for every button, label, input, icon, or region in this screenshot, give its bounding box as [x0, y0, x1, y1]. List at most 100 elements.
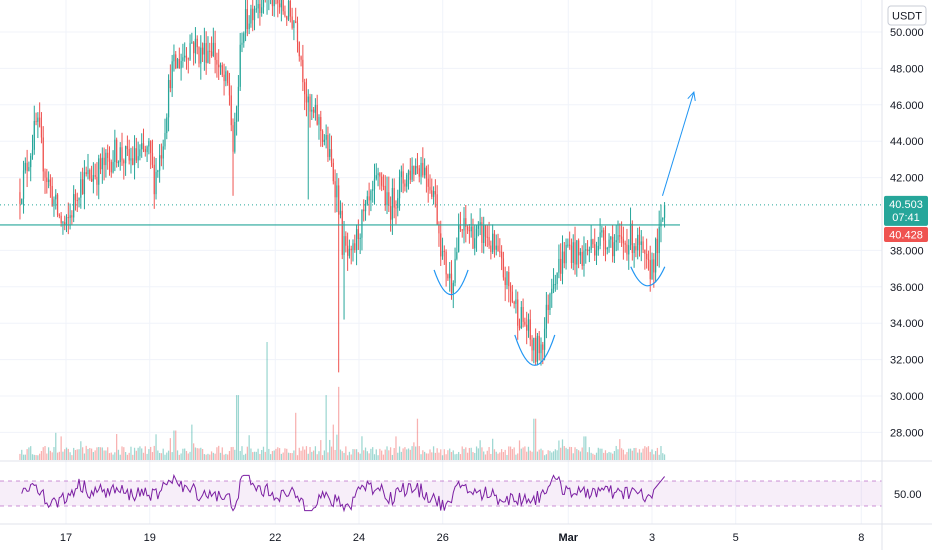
volume-bar: [284, 448, 286, 460]
candle-body: [497, 245, 499, 252]
rsi-line: [21, 473, 665, 513]
volume-bar: [133, 447, 136, 460]
candle-body: [524, 321, 526, 325]
volume-bar: [379, 448, 381, 460]
volume-bar: [597, 447, 599, 460]
volume-bar: [646, 447, 648, 460]
candlestick-series[interactable]: [19, 0, 666, 373]
candle-body: [261, 7, 263, 14]
volume-bar: [329, 439, 331, 460]
time-tick-label: 19: [144, 532, 156, 544]
candle-body: [441, 250, 444, 257]
target-arrow-line[interactable]: [661, 91, 695, 196]
candle-body: [506, 272, 508, 286]
candle-body: [235, 106, 238, 122]
candle-body: [411, 165, 413, 180]
volume-bar: [151, 452, 154, 460]
volume-bar: [364, 447, 367, 460]
candle-body: [438, 224, 440, 234]
candle-body: [388, 192, 390, 207]
volume-bar: [69, 452, 71, 460]
time-axis[interactable]: 17 19 22 24 26 Mar 3 5 8: [60, 532, 864, 544]
volume-bar: [293, 450, 295, 460]
candle-body: [81, 179, 84, 195]
pattern-arc[interactable]: [514, 334, 556, 366]
candle-body: [653, 259, 655, 273]
candle-body: [352, 243, 354, 251]
volume-bar: [144, 446, 146, 460]
candle-body: [619, 235, 621, 237]
volume-bar: [411, 446, 413, 460]
volume-bar: [184, 448, 186, 460]
volume-bar: [434, 452, 436, 460]
candle-body: [314, 104, 317, 113]
volume-bar: [409, 449, 411, 460]
pattern-arc[interactable]: [630, 266, 666, 287]
candle-body: [656, 238, 659, 254]
candle-body: [153, 164, 155, 195]
volume-bar: [58, 451, 60, 460]
candle-body: [554, 284, 556, 286]
volume-bar: [171, 452, 173, 460]
volume-bar: [572, 453, 574, 460]
volume-bar: [588, 447, 590, 460]
candle-body: [536, 335, 539, 362]
volume-bar: [522, 447, 524, 460]
volume-bar: [137, 447, 139, 460]
volume-bar: [656, 447, 659, 460]
volume-bar: [339, 449, 342, 460]
volume-bar: [398, 446, 401, 460]
volume-bar: [504, 449, 506, 460]
candle-body: [164, 133, 166, 147]
candle-body: [185, 55, 188, 59]
candle-body: [646, 253, 648, 259]
volume-bar: [101, 447, 103, 460]
pattern-arc[interactable]: [433, 269, 469, 295]
volume-bar: [479, 440, 481, 460]
volume-bar: [289, 453, 291, 460]
volume-bar: [182, 448, 184, 460]
candle-body: [304, 82, 306, 95]
candle-body: [291, 16, 293, 28]
candle-body: [343, 236, 345, 255]
volume-bar: [418, 446, 420, 460]
price-tick-label: 32.000: [890, 355, 924, 367]
volume-bar: [381, 450, 383, 460]
volume-bar: [468, 447, 471, 460]
volume-bar: [275, 448, 277, 460]
volume-bar: [173, 430, 175, 460]
volume-bar: [26, 449, 28, 460]
user-drawings[interactable]: [0, 90, 882, 366]
volume-bar: [175, 430, 177, 460]
candle-body: [201, 47, 204, 55]
volume-bar: [311, 451, 313, 460]
prev-price-value: 40.428: [889, 230, 923, 242]
candle-body: [287, 0, 290, 20]
volume-bar: [660, 446, 662, 460]
volume-bar: [373, 454, 376, 460]
volume-bar: [135, 450, 137, 460]
volume-bar: [218, 445, 220, 460]
candle-body: [483, 224, 485, 243]
candle-body: [375, 175, 377, 179]
candle-body: [502, 258, 505, 278]
volume-bar: [28, 447, 30, 460]
candle-body: [373, 178, 376, 190]
candle-body: [515, 299, 517, 304]
volume-bar: [402, 448, 404, 460]
candle-body: [660, 219, 662, 227]
volume-bar: [604, 450, 607, 460]
volume-bar: [452, 450, 454, 460]
volume-bar: [35, 455, 37, 460]
candle-body: [654, 238, 657, 273]
volume-bar: [98, 447, 100, 460]
candle-body: [187, 58, 189, 60]
volume-bar: [350, 454, 352, 460]
volume-bar: [423, 451, 426, 460]
currency-badge[interactable]: USDT: [887, 5, 927, 26]
candle-body: [80, 179, 82, 198]
target-arrow-head[interactable]: [687, 90, 696, 102]
